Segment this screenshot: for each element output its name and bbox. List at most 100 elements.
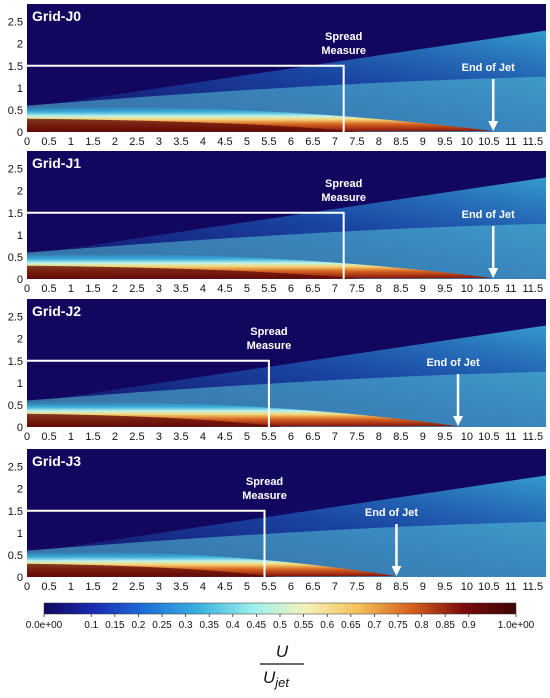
spread-measure-line [27,211,345,279]
colorbar-tick-label: 0.7 [367,620,381,631]
panel-title: Grid-J0 [32,8,81,24]
colorbar-label-denominator-base: U [263,668,276,687]
panel-title: Grid-J2 [32,303,81,319]
x-tick-label: 8 [376,431,382,443]
x-tick-label: 9 [420,283,426,295]
x-tick-label: 11 [505,581,516,593]
y-tick-label: 2.5 [8,462,23,474]
x-tick-label: 2 [112,431,118,443]
x-tick-label: 9.5 [437,581,452,593]
x-tick-label: 11.5 [523,136,544,148]
colorbar-tick-label: 0.0e+00 [26,620,63,631]
x-tick-label: 0.5 [41,136,56,148]
x-tick-label: 11 [505,431,516,443]
end-of-jet-label: End of Jet [462,209,516,221]
x-tick-label: 5 [244,283,250,295]
y-tick-label: 2.5 [8,312,23,324]
x-tick-label: 9 [420,136,426,148]
x-tick-label: 11 [505,283,516,295]
x-tick-label: 3 [156,431,162,443]
colorbar-label-denominator-sub: jet [273,675,290,690]
end-of-jet-arrow-head [453,415,464,426]
x-tick-label: 7.5 [349,581,364,593]
colorbar-tick-label: 0.45 [247,620,267,631]
x-tick-label: 11 [505,136,516,148]
x-tick-label: 10.5 [478,283,499,295]
x-tick-label: 2 [112,283,118,295]
x-tick-label: 4.5 [217,581,232,593]
spread-measure-line [27,359,270,427]
y-tick-label: 1 [17,378,23,390]
colorbar-tick-label: 0.6 [320,620,334,631]
colorbar-label-numerator: U [276,642,289,661]
y-tick-label: 0.5 [8,252,23,264]
x-tick-label: 1.5 [85,431,100,443]
x-tick-label: 0 [24,581,30,593]
x-tick-label: 10 [461,431,473,443]
end-of-jet-arrow-head [488,267,499,278]
x-tick-label: 6 [288,431,294,443]
x-tick-label: 7 [332,136,338,148]
colorbar-tick-label: 0.15 [105,620,125,631]
x-tick-label: 2.5 [129,581,144,593]
x-tick-label: 9.5 [437,283,452,295]
x-tick-label: 1 [68,283,74,295]
colorbar-tick-label: 0.5 [273,620,287,631]
x-tick-label: 7 [332,431,338,443]
x-tick-label: 7.5 [349,431,364,443]
x-tick-label: 8.5 [393,283,408,295]
colorbar-tick-label: 0.35 [199,620,219,631]
y-tick-label: 2 [17,39,23,51]
x-tick-label: 9.5 [437,431,452,443]
y-tick-label: 0.5 [8,105,23,117]
x-tick-label: 6.5 [305,136,320,148]
jet-wall-region [27,265,360,279]
colorbar: 0.0e+00 0.1 0.15 0.2 0.25 0.3 0.35 0.4 0.45 0.5 0.… [26,602,535,690]
x-tick-label: 5 [244,581,250,593]
y-tick-label: 1.5 [8,356,23,368]
x-tick-label: 3.5 [173,431,188,443]
colorbar-tick-label: 0.75 [388,620,408,631]
x-tick-label: 5.5 [261,283,276,295]
y-tick-label: 1.5 [8,61,23,73]
x-tick-label: 4 [200,136,206,148]
x-tick-label: 2.5 [129,283,144,295]
x-tick-label: 0 [24,283,30,295]
y-tick-label: 1 [17,528,23,540]
x-tick-label: 7 [332,581,338,593]
y-tick-label: 0 [17,127,23,139]
y-tick-label: 2 [17,334,23,346]
spread-label-line2: Measure [242,490,287,502]
x-tick-label: 5.5 [261,136,276,148]
x-tick-label: 2 [112,581,118,593]
y-tick-label: 2.5 [8,17,23,29]
y-tick-label: 1 [17,83,23,95]
x-tick-label: 2.5 [129,431,144,443]
jet-wall-region [27,413,282,427]
panel-title: Grid-J3 [32,453,81,469]
x-tick-label: 4.5 [217,136,232,148]
x-tick-label: 1.5 [85,581,100,593]
colorbar-tick-label: 0.8 [415,620,429,631]
x-tick-label: 6.5 [305,283,320,295]
spread-measure-line [27,509,266,577]
spread-label-line2: Measure [321,192,366,204]
x-tick-label: 5.5 [261,431,276,443]
jet-wall-region [27,563,277,577]
end-of-jet-label: End of Jet [462,62,516,74]
y-tick-label: 1 [17,230,23,242]
x-tick-label: 5.5 [261,581,276,593]
x-tick-label: 1 [68,431,74,443]
y-tick-label: 1.5 [8,208,23,220]
x-tick-label: 2.5 [129,136,144,148]
x-tick-label: 10 [461,581,473,593]
x-tick-label: 10.5 [478,136,499,148]
x-tick-label: 0.5 [41,581,56,593]
y-tick-label: 0.5 [8,400,23,412]
spread-label-line1: Spread [250,326,287,338]
colorbar-tick-label: 0.2 [131,620,145,631]
x-tick-label: 9 [420,431,426,443]
